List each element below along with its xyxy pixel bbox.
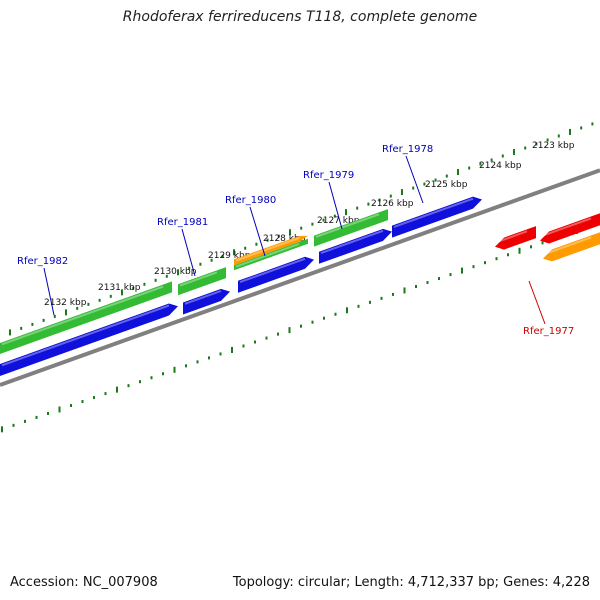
gene-rfer-1982b-feature [0,303,178,376]
outer-tick-ring [9,122,594,336]
scale-label: 2124 kbp [479,161,522,171]
gene-rfer-1981b-feature [183,288,230,315]
gene-rfer-1982-feature-highlight [1,285,164,346]
gene-labels: Rfer_1982 Rfer_1981 Rfer_1980 Rfer_1979 Rfer… [17,144,574,337]
gene-rfer-1979-feature-highlight [315,213,380,238]
gene-leader-line [405,155,424,204]
feature-track [0,196,600,376]
gene-rfer-1976b-feature [543,232,600,262]
gene-rfer-1979-feature [314,209,388,247]
inner-tick-ring [1,225,590,433]
gene-label: Rfer_1980 [225,195,276,206]
gene-label: Rfer_1977 [523,326,574,337]
map-title: Rhodoferax ferrireducens T118, complete … [122,9,478,25]
scale-label: 2126 kbp [371,199,414,209]
gene-rfer-1980-feature-highlight [235,237,300,262]
gene-rfer-1976b-feature-highlight [544,236,592,255]
gene-leader-line [43,267,55,316]
gene-rfer-1981-feature [178,267,226,296]
gene-rfer-1980c-feature [238,256,314,293]
gene-rfer-1982-feature [0,281,172,354]
gene-label: Rfer_1982 [17,256,68,267]
scale-label: 2125 kbp [425,180,468,190]
gene-rfer-1980b-feature [234,238,308,271]
gene-rfer-1980-feature [234,235,308,266]
scale-labels: 2123 kbp 2124 kbp 2125 kbp 2126 kbp 2127 kbp… [44,141,575,308]
gene-rfer-1978-feature [392,196,482,238]
gene-leader-line [249,206,266,257]
gene-rfer-1979b-feature-highlight [320,229,384,255]
scale-label: 2129 kbp [208,251,251,261]
backbone-line [0,168,600,387]
genome-backbone [0,168,600,387]
gene-rfer-1977-feature-highlight [496,230,528,244]
gene-leader-line [528,280,546,325]
gene-rfer-1976-feature-highlight [541,217,592,237]
gene-rfer-1976-feature [540,213,600,244]
gene-rfer-1979b-feature [319,228,392,264]
gene-label: Rfer_1981 [157,217,208,228]
gene-label: Rfer_1978 [382,144,433,155]
gene-label: Rfer_1979 [303,170,354,181]
gene-rfer-1977-feature [495,226,536,250]
scale-label: 2131 kbp [98,283,141,293]
scale-label: 2128 kbp [263,234,306,244]
scale-label: 2127 kbp [317,216,360,226]
gene-rfer-1981-feature-highlight [179,271,218,287]
gene-leader-line [328,181,343,230]
gene-rfer-1981b-feature-highlight [184,289,222,305]
scale-label: 2132 kbp [44,298,87,308]
accession-label: Accession: NC_007908 [10,575,158,590]
gene-leader-line [181,228,196,277]
gene-rfer-1980c-feature-highlight [239,257,306,284]
scale-label: 2130 kbp [154,267,197,277]
gene-rfer-1982b-feature-highlight [1,304,170,367]
scale-label: 2123 kbp [532,141,575,151]
genome-summary: Topology: circular; Length: 4,712,337 bp… [232,575,590,590]
gene-rfer-1980b-feature-highlight [235,243,300,268]
gene-rfer-1978-feature-highlight [393,197,474,228]
